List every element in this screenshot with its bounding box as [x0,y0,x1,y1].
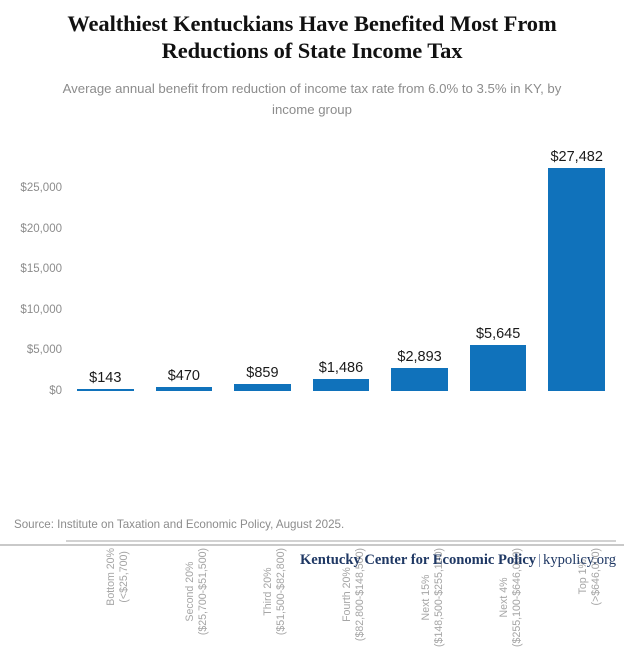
bar-series: $143 $470 $859 $1,486 $2,893 $5,645 $27,482 [66,149,616,391]
chart-title: Wealthiest Kentuckians Have Benefited Mo… [67,11,557,63]
plot-wrapper: $0 $5,000 $10,000 $15,000 $20,000 $25,000 $14… [0,149,624,647]
y-tick-label: $5,000 [26,344,62,357]
bar-value-label: $27,482 [550,149,603,165]
chart-subtitle: Average annual benefit from reduction of… [62,81,562,117]
brand-url[interactable]: kypolicy.org [543,552,616,568]
y-tick-label: $10,000 [20,303,62,316]
x-label-slot: Bottom 20% (<$25,700) [77,542,134,662]
brand-name: Kentucky Center for Economic Policy [299,552,537,568]
bar-value-label: $470 [167,368,200,385]
chart-header: Wealthiest Kentuckians Have Benefited Mo… [0,0,624,120]
bar-slot: $5,645 [469,150,527,391]
bar[interactable] [312,378,370,391]
y-tick-label: $25,000 [20,182,62,195]
bar[interactable] [234,384,291,391]
x-tick-label-line1: Bottom 20% [105,548,118,606]
x-tick-label-line2: ($51,500-$82,800) [275,548,288,636]
x-tick-label-line1: Second 20% [183,561,196,622]
bar-value-label: $1,486 [318,359,364,376]
bar-value-label: $143 [89,369,122,386]
bar-slot: $2,893 [391,150,448,391]
x-tick-label-line2: ($25,700-$51,500) [196,548,209,636]
footer-divider [0,544,624,546]
bar-slot: $1,486 [312,150,370,391]
bar[interactable] [548,168,605,391]
bar-slot: $143 [77,150,134,391]
x-tick-label: Second 20% ($25,700-$51,500) [184,548,210,635]
y-tick-label: $0 [49,385,62,397]
x-tick-label-line2: (<$25,700) [118,551,131,603]
bar-slot: $27,482 [548,149,605,391]
bar[interactable] [77,388,134,391]
x-axis-line [66,540,616,542]
bar[interactable] [391,367,448,391]
x-tick-label: Third 20% ($51,500-$82,800) [262,548,288,635]
bar-value-label: $5,645 [475,326,521,343]
brand-footer: Kentucky Center for Economic Policy | kypo… [300,552,616,569]
x-tick-label-line1: Third 20% [262,567,275,616]
bar[interactable] [469,345,527,391]
chart-page: Wealthiest Kentuckians Have Benefited Mo… [0,0,624,647]
y-tick-label: $20,000 [20,222,62,235]
bar-slot: $859 [234,150,291,391]
bar-value-label: $2,893 [397,348,442,365]
y-tick-label: $15,000 [20,263,62,276]
source-note: Source: Institute on Taxation and Econom… [14,518,345,531]
bar-value-label: $859 [246,365,279,382]
bar[interactable] [155,387,213,391]
bar-slot: $470 [155,150,213,391]
brand-separator: | [538,552,542,568]
y-axis-ticks: $0 $5,000 $10,000 $15,000 $20,000 $25,000 [0,150,62,397]
x-label-slot: Third 20% ($51,500-$82,800) [234,542,291,662]
x-label-slot: Second 20% ($25,700-$51,500) [156,542,213,662]
x-tick-label: Bottom 20% (<$25,700) [105,548,131,606]
